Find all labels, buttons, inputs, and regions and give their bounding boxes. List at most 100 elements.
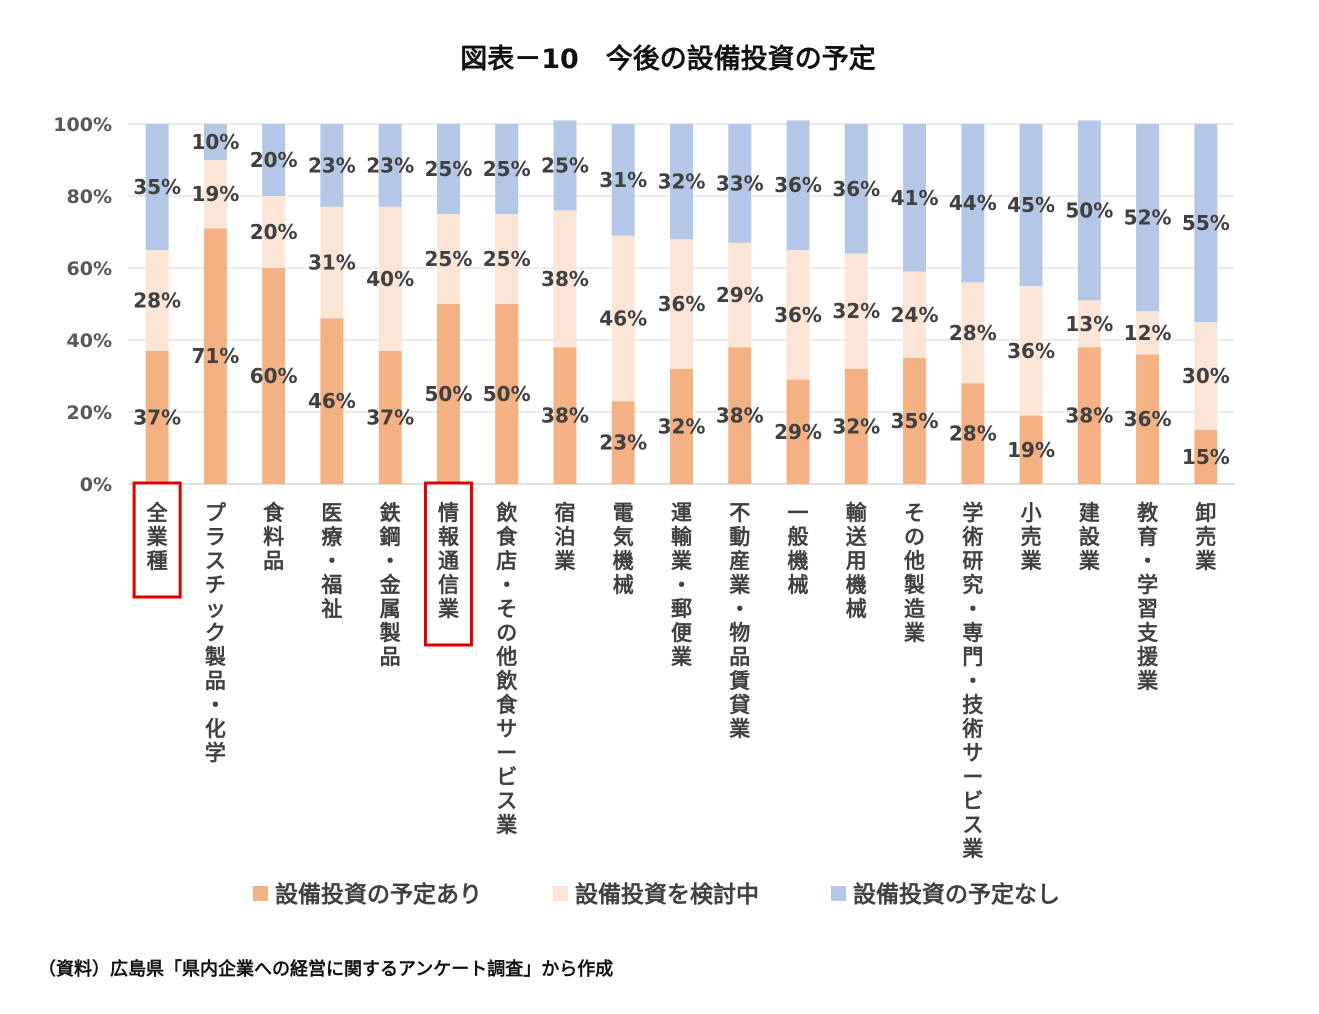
category-label-char: ラ <box>205 525 226 549</box>
bar-segment-not-planned <box>786 120 810 251</box>
category-label-char: 支 <box>1137 621 1159 645</box>
data-label: 25% <box>425 157 473 181</box>
category-label-char: 専 <box>962 621 983 645</box>
category-label-char: 品 <box>263 549 284 573</box>
category-label-char: プ <box>205 501 227 525</box>
bar-segment-considering <box>961 282 985 384</box>
category-label-char: 他 <box>495 645 517 669</box>
category-label-separator: ・ <box>205 693 226 717</box>
category-label-char: 技 <box>962 693 984 717</box>
data-label: 32% <box>658 414 706 438</box>
category-label-char: 設 <box>1079 525 1101 549</box>
y-tick-label: 100% <box>53 114 112 136</box>
bar-segment-not-planned <box>495 124 519 214</box>
bar-segment-planned <box>961 383 985 484</box>
data-label: 36% <box>774 303 822 327</box>
bar-segment-planned <box>903 358 927 484</box>
bar-segment-planned <box>611 401 635 484</box>
bar-segment-not-planned <box>728 124 752 243</box>
category-label-char: 品 <box>729 645 750 669</box>
category-labels: 全業種プラスチック製品・化学食料品医療・福祉鉄鋼・金属製品情報通信業飲食店・その… <box>146 501 1218 861</box>
category-label-char: 店 <box>496 549 517 573</box>
data-label: 36% <box>658 292 706 316</box>
category-label-char: 造 <box>904 597 926 621</box>
category-label-separator: ・ <box>671 573 692 597</box>
y-axis-tick-labels: 0% 20% 40% 60% 80% 100% <box>53 114 112 496</box>
category-label-char: 料 <box>263 525 284 549</box>
category-label: 全業種 <box>146 501 169 573</box>
source-note: （資料）広島県「県内企業への経営に関するアンケート調査」から作成 <box>38 959 614 980</box>
data-label: 38% <box>541 404 589 428</box>
category-label-char: 業 <box>962 837 984 861</box>
data-label: 31% <box>308 251 356 275</box>
chart-title: 図表－10 今後の設備投資の予定 <box>460 43 876 75</box>
category-label-separator: ・ <box>1137 549 1158 573</box>
category-label-char: 業 <box>729 573 751 597</box>
data-label: 13% <box>1065 312 1113 336</box>
bar-segment-planned <box>844 368 868 484</box>
category-label-char: 業 <box>1021 549 1043 573</box>
data-label: 46% <box>308 389 356 413</box>
category-label-char: ッ <box>205 597 226 621</box>
category-label-char: 品 <box>380 645 401 669</box>
bar-segment-not-planned <box>553 120 577 211</box>
legend-swatch-considering <box>553 886 568 901</box>
data-label: 28% <box>949 321 997 345</box>
category-label-char: 飲 <box>495 669 518 693</box>
category-label-char: 信 <box>438 573 459 597</box>
bar-segment-not-planned <box>611 124 635 236</box>
category-label-char: ク <box>205 621 226 645</box>
category-label-char: 援 <box>1137 645 1159 669</box>
category-label-char: 業 <box>904 621 926 645</box>
category-label-char: 輸 <box>671 525 693 549</box>
category-label-char: 業 <box>554 549 576 573</box>
bar-segment-not-planned <box>320 124 344 207</box>
category-label-char: サ <box>962 741 983 765</box>
bar-segment-planned <box>262 268 286 484</box>
category-label-separator: ・ <box>962 597 983 621</box>
data-label: 10% <box>191 130 239 154</box>
y-tick-label: 60% <box>67 258 112 280</box>
category-label-char: 種 <box>147 549 168 573</box>
data-label: 32% <box>832 299 880 323</box>
category-label-char: 売 <box>1021 525 1042 549</box>
category-label-char: 業 <box>438 597 460 621</box>
category-label-separator: ・ <box>380 549 401 573</box>
category-label-char: ー <box>962 765 983 789</box>
category-label-char: 機 <box>846 573 867 597</box>
y-tick-label: 80% <box>67 186 112 208</box>
category-label-char: 械 <box>788 573 809 597</box>
category-label-char: 製 <box>379 621 401 645</box>
data-label: 37% <box>133 405 181 429</box>
category-label-separator: ・ <box>321 549 342 573</box>
legend: 設備投資の予定あり 設備投資を検討中 設備投資の予定なし <box>253 881 1060 908</box>
category-label-char: ス <box>496 789 517 813</box>
category-label-char: 鉄 <box>380 501 401 525</box>
category-label-char: 一 <box>788 501 809 525</box>
category-label-char: 貸 <box>728 693 750 717</box>
category-label-separator: ・ <box>729 597 750 621</box>
bar-segment-considering <box>495 214 519 304</box>
data-label: 45% <box>1007 193 1055 217</box>
category-label-separator: ・ <box>962 669 983 693</box>
data-label: 29% <box>774 420 822 444</box>
data-label: 25% <box>541 153 589 177</box>
data-label: 35% <box>891 409 939 433</box>
category-label-char: 教 <box>1137 501 1159 525</box>
data-label: 50% <box>425 382 473 406</box>
y-tick-label: 20% <box>67 402 112 424</box>
data-label: 35% <box>133 175 181 199</box>
data-label: 38% <box>716 404 764 428</box>
category-label-char: そ <box>496 597 517 621</box>
category-label-char: 業 <box>1137 669 1159 693</box>
category-label-char: 金 <box>379 573 402 597</box>
data-label: 38% <box>1065 404 1113 428</box>
category-label-char: 鋼 <box>379 525 401 549</box>
category-label-char: 祉 <box>320 597 342 621</box>
data-label: 38% <box>541 267 589 291</box>
bar-segment-not-planned <box>844 124 868 254</box>
bar-segment-considering <box>728 242 752 348</box>
